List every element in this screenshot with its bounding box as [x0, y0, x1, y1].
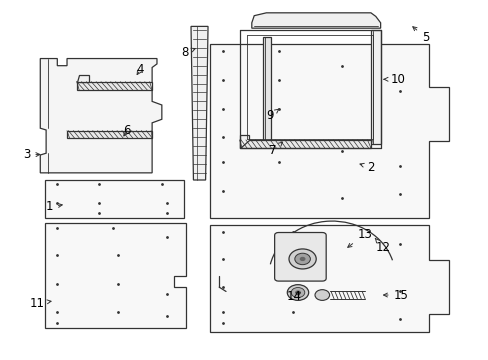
- Polygon shape: [77, 82, 152, 90]
- Polygon shape: [210, 44, 448, 217]
- Text: 12: 12: [374, 238, 390, 255]
- Polygon shape: [45, 223, 186, 328]
- Polygon shape: [77, 75, 89, 82]
- Circle shape: [299, 257, 305, 261]
- Circle shape: [287, 285, 308, 300]
- Circle shape: [314, 290, 329, 300]
- Polygon shape: [263, 37, 271, 143]
- Text: 15: 15: [383, 288, 407, 302]
- Circle shape: [288, 249, 316, 269]
- FancyBboxPatch shape: [274, 233, 325, 281]
- Text: 11: 11: [29, 297, 51, 310]
- Polygon shape: [191, 26, 207, 180]
- Text: 9: 9: [266, 109, 279, 122]
- Text: 2: 2: [359, 161, 374, 174]
- Polygon shape: [239, 135, 249, 148]
- Polygon shape: [251, 13, 380, 28]
- Polygon shape: [67, 131, 152, 138]
- Circle shape: [294, 291, 300, 295]
- Polygon shape: [370, 30, 380, 144]
- Text: 5: 5: [412, 27, 428, 44]
- Polygon shape: [45, 180, 183, 217]
- Text: 7: 7: [268, 142, 282, 157]
- Polygon shape: [40, 59, 162, 173]
- Text: 4: 4: [136, 63, 143, 76]
- Circle shape: [294, 253, 310, 265]
- Text: 8: 8: [181, 46, 195, 59]
- Circle shape: [290, 288, 304, 297]
- Text: 1: 1: [45, 200, 62, 213]
- Polygon shape: [210, 225, 448, 332]
- Text: 13: 13: [347, 228, 372, 247]
- Text: 3: 3: [23, 148, 40, 162]
- Text: 14: 14: [286, 289, 301, 303]
- Text: 10: 10: [383, 73, 404, 86]
- Text: 6: 6: [123, 124, 130, 137]
- Polygon shape: [239, 140, 370, 148]
